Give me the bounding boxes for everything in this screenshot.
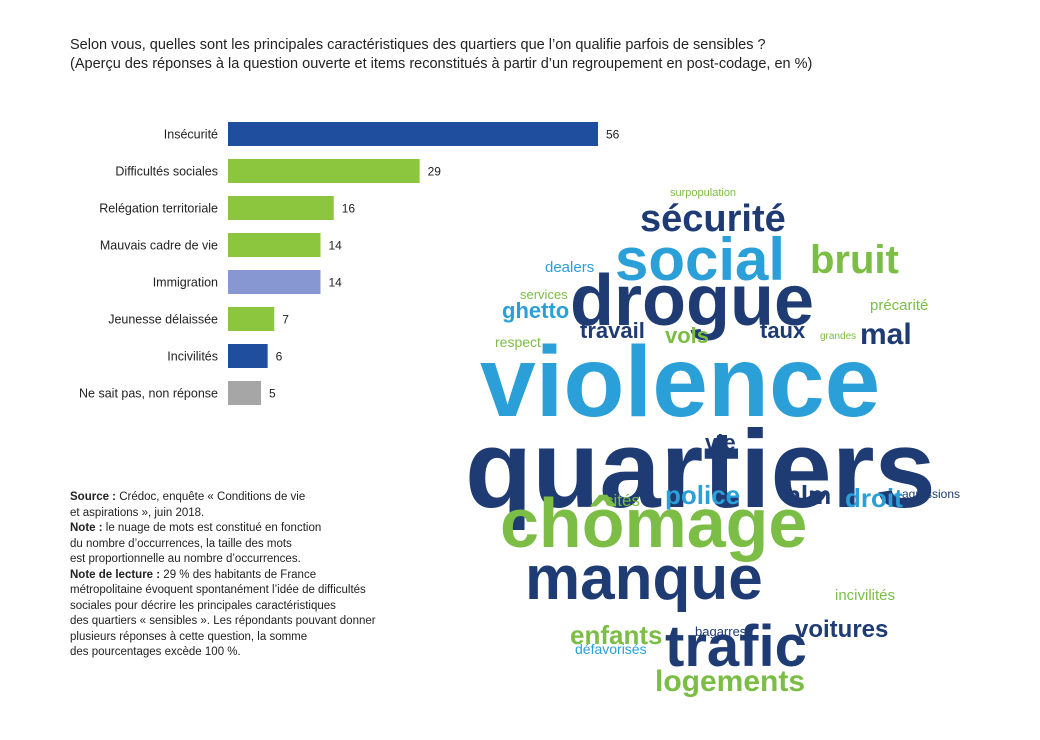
cloud-note-cont-1: du nombre d’occurrences, la taille des m…	[70, 537, 292, 550]
category-label: Mauvais cadre de vie	[100, 239, 218, 253]
cloud-word: police	[665, 480, 741, 510]
cloud-word: grandes	[820, 331, 857, 342]
bar	[228, 196, 334, 220]
cloud-word: dealers	[545, 259, 595, 276]
cloud-word: manque	[525, 544, 763, 613]
category-label: Immigration	[153, 276, 218, 290]
reading-note-cont-3: des quartiers « sensibles ». Les réponda…	[70, 615, 376, 627]
value-label: 29	[428, 165, 442, 179]
category-label: Ne sait pas, non réponse	[79, 387, 218, 401]
cloud-word: défavorisés	[575, 641, 647, 657]
value-label: 7	[282, 313, 289, 327]
source-note-cont: et aspirations », juin 2018.	[70, 506, 205, 519]
cloud-word: social	[615, 226, 786, 293]
cloud-word: respect	[495, 334, 541, 350]
value-label: 5	[269, 387, 276, 401]
cloud-word: vie	[705, 430, 736, 455]
title-line-2: (Aperçu des réponses à la question ouver…	[70, 56, 813, 72]
notes-block: Source : Crédoc, enquête « Conditions de…	[70, 490, 470, 661]
category-label: Difficultés sociales	[115, 165, 218, 179]
cloud-word: vols	[665, 323, 710, 348]
title-line-1: Selon vous, quelles sont les principales…	[70, 37, 766, 53]
cloud-word: sécurité	[640, 198, 786, 240]
reading-note: Note de lecture : 29 % des habitants de …	[70, 568, 317, 581]
bar	[228, 381, 262, 405]
value-label: 6	[276, 350, 283, 364]
cloud-word: taux	[760, 318, 806, 343]
cloud-word: trafic	[665, 614, 807, 679]
cloud-note-cont-2: est proportionnelle au nombre d’occurren…	[70, 553, 301, 565]
cloud-word: travail	[580, 318, 645, 343]
chart-title: Selon vous, quelles sont les principales…	[70, 36, 812, 74]
category-label: Insécurité	[164, 128, 218, 142]
bar	[228, 270, 321, 294]
value-label: 14	[329, 239, 343, 253]
cloud-word: agressions	[902, 487, 961, 501]
bar	[228, 233, 321, 257]
bar	[228, 159, 420, 183]
cloud-word: bruit	[810, 238, 899, 282]
reading-note-cont-2: sociales pour décrire les principales ca…	[70, 599, 336, 612]
cloud-word: services	[520, 287, 568, 302]
cloud-word: violence	[480, 326, 881, 438]
reading-note-cont-1: métropolitaine évoquent spontanément l’i…	[70, 584, 366, 596]
cloud-word: enfants	[570, 620, 663, 650]
cloud-word: surpopulation	[670, 187, 737, 199]
cloud-word: cités	[605, 491, 640, 510]
category-label: Relégation territoriale	[99, 202, 218, 216]
word-cloud: surpopulation sécurité social bruit dealers d…	[440, 170, 1040, 710]
cloud-word: chômage	[500, 484, 808, 562]
cloud-word: précarité	[870, 297, 929, 314]
category-label: Jeunesse délaissée	[108, 313, 218, 327]
bar	[228, 307, 275, 331]
value-label: 16	[342, 202, 356, 216]
value-label: 14	[329, 276, 343, 290]
cloud-word: mal	[860, 318, 912, 351]
cloud-word: voitures	[795, 616, 889, 643]
value-label: 56	[606, 128, 620, 142]
cloud-word: ghetto	[502, 298, 570, 323]
reading-note-cont-4: plusieurs réponses à cette question, la …	[70, 630, 308, 643]
cloud-note: Note : le nuage de mots est constitué en…	[70, 522, 322, 534]
cloud-word: droit	[845, 483, 903, 513]
cloud-word: bagarres	[695, 624, 747, 639]
source-note: Source : Crédoc, enquête « Conditions de…	[70, 491, 306, 503]
cloud-word: quartiers	[465, 408, 936, 531]
cloud-word: logements	[655, 665, 806, 698]
category-label: Incivilités	[167, 350, 218, 364]
reading-note-cont-5: des pourcentages excède 100 %.	[70, 646, 241, 658]
bar	[228, 344, 268, 368]
bar	[228, 122, 598, 146]
cloud-word: incivilités	[835, 587, 896, 604]
cloud-word: drogue	[570, 261, 814, 341]
cloud-word: hlm	[785, 480, 832, 510]
